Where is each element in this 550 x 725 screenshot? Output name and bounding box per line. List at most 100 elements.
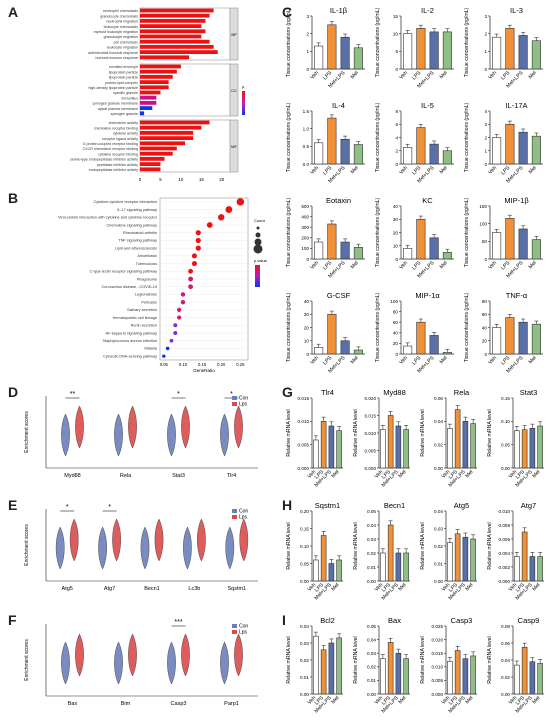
y-tick-label: 0.06 bbox=[501, 641, 510, 646]
bar bbox=[387, 642, 394, 695]
x-tick-label: LPS bbox=[515, 695, 527, 707]
significance-mark: * bbox=[177, 391, 180, 398]
chart-title: MIP-1β bbox=[504, 196, 529, 205]
legend-swatch-con bbox=[232, 509, 237, 513]
go-term-label: specific granule bbox=[113, 91, 138, 95]
bar bbox=[403, 658, 409, 695]
y-tick-label: 0 bbox=[395, 162, 398, 167]
kegg-dot bbox=[165, 346, 170, 351]
y-tick-label: 0.10 bbox=[501, 419, 510, 424]
bar bbox=[529, 428, 536, 469]
kegg-term-label: Legionellosis bbox=[135, 293, 157, 297]
x-tick-label: Mel bbox=[531, 469, 541, 479]
bar bbox=[447, 428, 453, 469]
violin-shape bbox=[75, 633, 84, 677]
bar bbox=[353, 247, 363, 260]
panel-label-b: B bbox=[8, 190, 19, 206]
panel-label-g: G bbox=[282, 384, 293, 400]
y-tick-label: 100 bbox=[301, 246, 309, 251]
y-tick-label: 0 bbox=[484, 162, 487, 167]
bar bbox=[416, 321, 426, 355]
kegg-term-label: Staphylococcus aureus infection bbox=[103, 339, 157, 343]
violin-shape bbox=[181, 633, 190, 677]
y-tick-label: 1.0 bbox=[303, 126, 310, 131]
chart-title: Casp3 bbox=[451, 616, 473, 625]
y-tick-label: 0 bbox=[395, 352, 398, 357]
x-tick-label: Mel bbox=[397, 469, 407, 479]
bar bbox=[387, 524, 394, 582]
x-tick-label: LPS bbox=[448, 469, 460, 481]
bar bbox=[521, 646, 528, 695]
y-axis-label: Tissue concentrations (pg/mL) bbox=[375, 102, 381, 172]
bar bbox=[327, 24, 337, 70]
y-tick-label: 40 bbox=[393, 204, 399, 209]
bar bbox=[320, 421, 327, 469]
chart-title: IL-2 bbox=[421, 6, 434, 15]
kegg-dot bbox=[188, 284, 194, 290]
significance-mark: *** bbox=[174, 619, 182, 626]
y-tick-label: 0.010 bbox=[499, 509, 511, 514]
kegg-term-label: TNF signaling pathway bbox=[118, 239, 157, 243]
y-tick-label: 10 bbox=[393, 31, 399, 36]
bar bbox=[340, 138, 350, 165]
go-term-label: zymogen granule membrane bbox=[92, 102, 138, 106]
x-tick-label: Veh bbox=[441, 469, 452, 480]
y-tick-label: 0.15 bbox=[300, 526, 309, 531]
bar bbox=[429, 31, 439, 70]
violin-shape bbox=[154, 518, 164, 562]
go-term-label: G protein-coupled receptor binding bbox=[83, 142, 138, 146]
gene-label: Bim bbox=[121, 701, 131, 707]
y-tick-label: 0 bbox=[306, 257, 309, 262]
bar bbox=[442, 352, 452, 355]
y-tick-label: 60 bbox=[482, 312, 488, 317]
cytokine-bar-charts: Tissue concentrations (pg/mL) IL-1β 0 1 2 3 Ve… bbox=[286, 6, 543, 374]
x-tick-label: Veh bbox=[508, 582, 519, 593]
kegg-dot bbox=[180, 292, 186, 297]
go-term-label: lipoprotein particle bbox=[109, 70, 138, 74]
kegg-term-label: Hematopoietic cell lineage bbox=[113, 316, 157, 320]
y-tick-label: 20 bbox=[393, 230, 399, 235]
gene-label: Bax bbox=[68, 701, 78, 707]
violin-shape bbox=[239, 518, 249, 562]
x-tick-label: Veh bbox=[508, 695, 519, 706]
gene-label: Myd88 bbox=[64, 473, 81, 479]
go-section-name: BP bbox=[231, 32, 237, 37]
y-tick-label: 0.01 bbox=[300, 675, 309, 680]
chart-title: Rela bbox=[454, 388, 470, 397]
y-tick-label: 0.02 bbox=[367, 551, 376, 556]
x-tick-label: LPS bbox=[322, 70, 334, 82]
go-bar bbox=[140, 106, 153, 110]
y-tick-label: 0.04 bbox=[300, 624, 309, 629]
bar bbox=[395, 425, 402, 469]
y-tick-label: 20 bbox=[304, 325, 310, 330]
bar bbox=[529, 556, 536, 582]
y-tick-label: 40 bbox=[304, 299, 310, 304]
x-tick-label: Veh bbox=[374, 582, 385, 593]
x-tick-label: Mel bbox=[531, 695, 541, 705]
legend-con: Con bbox=[239, 396, 248, 402]
bar bbox=[470, 423, 476, 469]
bar bbox=[505, 28, 515, 70]
x-tick-label: LPS bbox=[411, 70, 423, 82]
y-tick-label: 0.02 bbox=[501, 675, 510, 680]
chart-title: IL-1β bbox=[330, 6, 348, 15]
bar bbox=[505, 317, 515, 355]
y-tick-label: 400 bbox=[301, 214, 309, 219]
x-tick-label: LPS bbox=[411, 260, 423, 272]
y-axis-label: Relative mRNA level bbox=[353, 522, 359, 569]
x-tick-label: Mel bbox=[464, 695, 474, 705]
bar bbox=[403, 248, 413, 260]
bar bbox=[336, 637, 342, 695]
go-term-label: myeloid leukocyte migration bbox=[94, 30, 138, 34]
violin-shape bbox=[61, 413, 70, 457]
y-axis-label: Relative mRNA level bbox=[487, 522, 493, 569]
go-term-label: granulocyte migration bbox=[104, 35, 138, 39]
y-tick-label: 0.004 bbox=[499, 551, 511, 556]
chart-title: Myd88 bbox=[383, 388, 406, 397]
chart-title: KC bbox=[422, 196, 433, 205]
x-tick-label: Mel bbox=[397, 695, 407, 705]
chart-title: Tlr4 bbox=[321, 388, 334, 397]
kegg-dot bbox=[188, 268, 194, 274]
x-tick-label: Mel bbox=[350, 165, 360, 175]
y-axis-label: Tissue concentrations (pg/mL) bbox=[375, 7, 381, 77]
